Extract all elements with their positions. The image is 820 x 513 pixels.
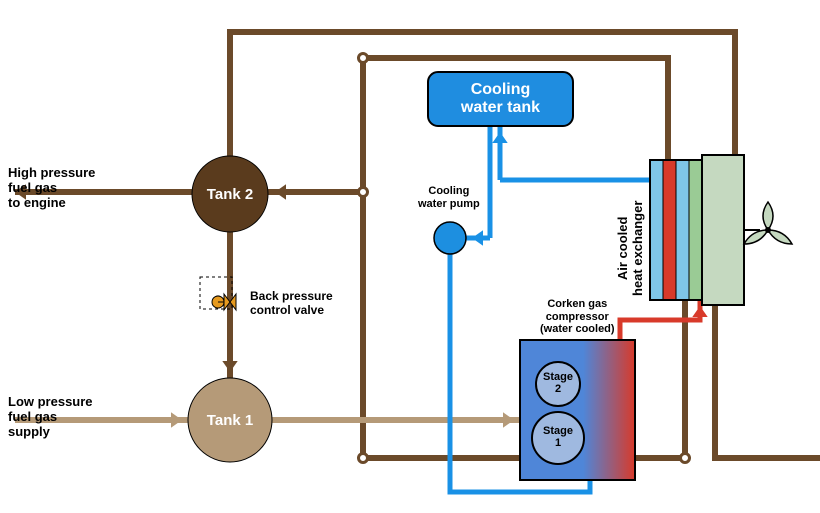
label-bpcv: Back pressure control valve — [250, 290, 333, 318]
svg-text:Tank 1: Tank 1 — [207, 412, 253, 429]
svg-text:Coolingwater tank: Coolingwater tank — [460, 81, 540, 116]
label-compressor: Corken gas compressor (water cooled) — [540, 298, 615, 336]
label-hx: Air cooled heat exchanger — [616, 201, 646, 296]
svg-text:Tank 2: Tank 2 — [207, 186, 253, 203]
label-hp-gas: High pressure fuel gas to engine — [8, 166, 95, 211]
process-diagram: Stage2Stage1Coolingwater tankTank 2Tank … — [0, 0, 820, 513]
label-lp-gas: Low pressure fuel gas supply — [8, 395, 93, 440]
label-cooling-pump: Cooling water pump — [418, 185, 480, 210]
